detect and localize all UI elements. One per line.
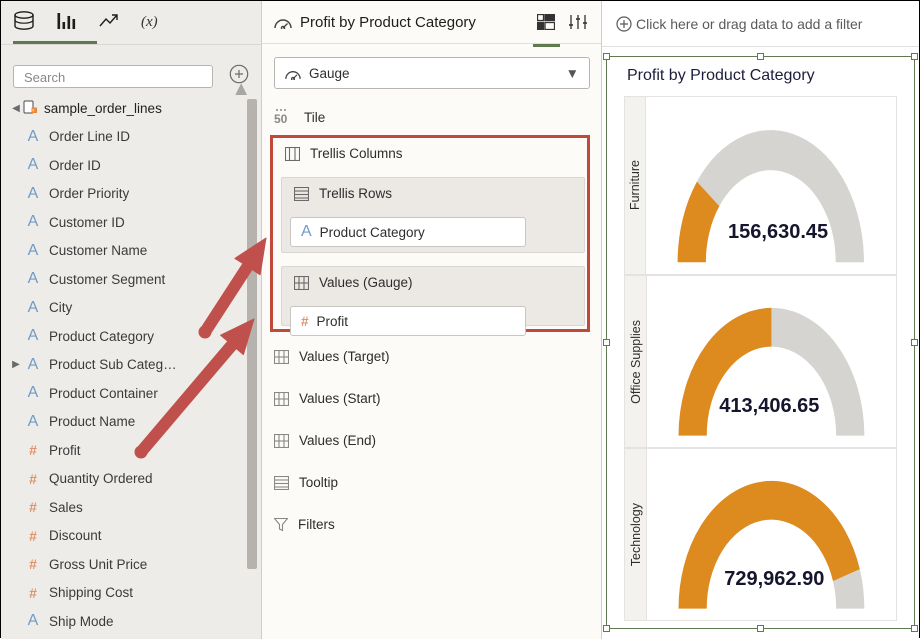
svg-text:(x): (x) xyxy=(141,14,158,30)
svg-text:50: 50 xyxy=(274,112,288,125)
